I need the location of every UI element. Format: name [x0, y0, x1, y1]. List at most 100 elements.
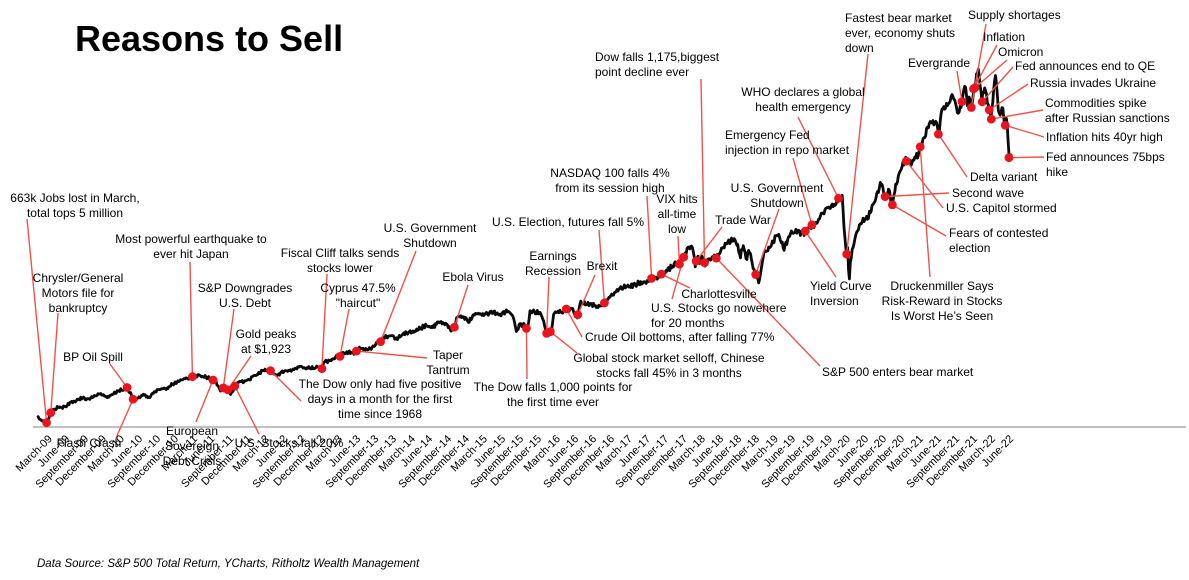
event-dot — [711, 253, 721, 263]
event-annotation: NASDAQ 100 falls 4% from its session hig… — [550, 166, 670, 195]
event-dot — [970, 83, 980, 93]
event-annotation: Fastest bear market ever, economy shuts … — [845, 11, 956, 55]
annotation-leader-line — [677, 235, 681, 265]
event-annotation: U.S. Stocks fall 20% — [234, 436, 344, 450]
annotation-leader-line — [1008, 156, 1045, 159]
annotation-leader-line — [991, 109, 1044, 120]
annotation-leader-line — [804, 230, 837, 278]
event-dot — [450, 322, 459, 332]
event-dot — [984, 105, 994, 115]
annotation-leader-line — [339, 308, 350, 357]
annotation-leader-line — [379, 250, 417, 342]
event-dot — [335, 352, 345, 361]
annotation-leader-line — [981, 66, 1014, 103]
annotation-leader-line — [660, 273, 691, 289]
event-annotation: Russia invades Ukraine — [1030, 76, 1157, 90]
annotation-leader-line — [988, 83, 1029, 111]
event-dot — [522, 324, 531, 333]
event-annotation: Gold peaks at $1,923 — [235, 327, 297, 356]
event-dot — [128, 394, 138, 404]
event-annotation: Omicron — [998, 45, 1044, 59]
event-dot — [934, 129, 943, 139]
event-annotation: Taper Tantrum — [426, 348, 470, 377]
event-dot — [751, 270, 761, 279]
event-dot — [317, 364, 327, 373]
annotation-leader-line — [189, 261, 194, 377]
event-dot — [880, 192, 890, 202]
data-source-note: Data Source: S&P 500 Total Return, YChar… — [37, 558, 420, 570]
event-annotation: Global stock market selloff, Chinese sto… — [573, 351, 765, 380]
annotation-leader-line — [26, 218, 48, 423]
annotation-leader-line — [885, 192, 950, 198]
event-dot — [42, 418, 51, 428]
event-annotation: U.S. Government Shutdown — [383, 221, 477, 250]
event-annotation: Most powerful earthquake to ever hit Jap… — [115, 232, 267, 261]
event-annotation: U.S. Capitol stormed — [946, 201, 1057, 215]
event-annotation: U.S. Stocks go nowehere for 20 months — [651, 301, 787, 330]
event-annotation: 663k Jobs lost in March, total tops 5 mi… — [10, 191, 140, 220]
annotation-leader-line — [792, 157, 813, 225]
annotation-leader-line — [453, 284, 469, 328]
annotation-leader-line — [321, 273, 328, 369]
event-annotation: Inflation — [983, 30, 1026, 44]
event-annotation: Flash Crash — [56, 436, 122, 450]
event-annotation: Evergrande — [907, 56, 971, 70]
event-dot — [647, 274, 656, 283]
event-dot — [208, 375, 218, 385]
annotation-leader-line — [797, 116, 840, 199]
event-annotation: Brexit — [586, 259, 618, 273]
event-annotation: European Sovereign Debt Crisis — [162, 424, 222, 468]
event-annotation: Supply shortages — [968, 8, 1061, 22]
annotation-leader-line — [109, 363, 128, 388]
event-dot — [188, 372, 197, 382]
annotation-leader-line — [115, 398, 134, 439]
event-dot — [800, 226, 810, 236]
event-annotation: VIX hits all-time low — [656, 192, 698, 236]
event-dot — [561, 304, 571, 314]
event-annotation: S&P Downgrades U.S. Debt — [197, 281, 293, 310]
event-annotation: Fears of contested election — [949, 226, 1049, 255]
event-annotation: Inflation hits 40yr high — [1046, 130, 1163, 144]
event-dot — [1000, 120, 1010, 130]
event-dot — [691, 256, 701, 266]
annotation-leader-line — [695, 226, 723, 262]
event-annotation: Delta variant — [970, 170, 1038, 184]
event-dot — [915, 142, 925, 152]
annotation-leader-line — [270, 370, 302, 402]
event-dot — [675, 259, 684, 269]
annotation-leader-line — [956, 70, 963, 102]
event-dot — [966, 103, 976, 112]
annotation-leader-line — [974, 59, 1008, 89]
event-dot — [122, 383, 132, 392]
annotation-leader-line — [195, 379, 214, 423]
event-annotation: Druckenmiller Says Risk-Reward in Stocks… — [881, 279, 1003, 323]
event-annotation: Trade War — [715, 213, 771, 227]
event-dot — [888, 200, 897, 210]
event-dot — [700, 258, 709, 267]
event-annotation: Fed announces end to QE — [1015, 59, 1156, 73]
annotation-leader-line — [1004, 124, 1045, 138]
event-annotation: Earnings Recession — [524, 249, 582, 278]
event-dot — [1004, 153, 1014, 163]
annotation-leader-line — [846, 53, 869, 255]
annotation-leader-line — [919, 146, 931, 278]
annotation-leader-line — [549, 331, 578, 354]
annotation-leader-line — [565, 308, 583, 338]
event-annotation: The Dow falls 1,000 points for the first… — [473, 380, 633, 409]
event-dot — [266, 366, 275, 376]
event-annotation: U.S. Election, futures fall 5% — [491, 215, 645, 229]
event-annotation: Emergency Fed injection in repo market — [725, 128, 850, 157]
event-annotation: The Dow only had five positive days in a… — [298, 377, 462, 421]
annotation-leader-line — [700, 78, 706, 263]
annotation-leader-line — [715, 257, 821, 367]
event-dot — [656, 269, 666, 279]
event-dot — [679, 252, 689, 262]
event-annotation: S&P 500 enters bear market — [822, 365, 974, 379]
annotation-leader-line — [525, 328, 528, 380]
event-annotation: Chrysler/General Motors file for bankrup… — [32, 271, 124, 315]
annotation-leader-line — [755, 208, 780, 275]
event-annotation: Crude Oil bottoms, after falling 77% — [585, 330, 775, 344]
annotation-leader-line — [222, 308, 235, 388]
